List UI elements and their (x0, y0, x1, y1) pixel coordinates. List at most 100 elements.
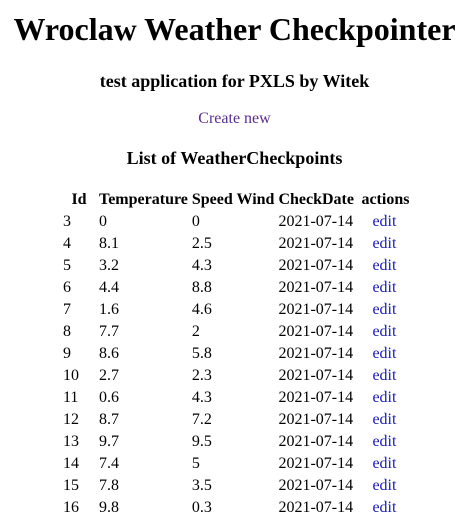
cell-id: 5 (63, 257, 71, 274)
cell-id: 6 (63, 279, 71, 296)
cell-temperature: 9.8 (99, 499, 119, 516)
table-row: 16 9.8 0.3 2021-07-14 edit (62, 497, 410, 519)
table-row: 10 2.7 2.3 2021-07-14 edit (62, 365, 410, 387)
cell-temperature: 1.6 (99, 301, 119, 318)
cell-speed-wind: 0.3 (191, 499, 212, 516)
cell-id: 13 (63, 433, 79, 450)
table-header-row: Id Temperature Speed Wind CheckDate acti… (62, 189, 410, 211)
edit-link[interactable]: edit (372, 389, 397, 406)
cell-temperature: 7.7 (99, 323, 119, 340)
cell-checkdate: 2021-07-14 (278, 411, 354, 428)
cell-id: 8 (63, 323, 71, 340)
create-new-container: Create new (0, 109, 469, 129)
edit-link[interactable]: edit (372, 455, 397, 472)
cell-id: 9 (63, 345, 71, 362)
cell-speed-wind: 8.8 (191, 279, 212, 296)
cell-temperature: 4.4 (99, 279, 119, 296)
column-header-actions: actions (361, 191, 410, 208)
edit-link[interactable]: edit (372, 477, 397, 494)
column-header-temperature: Temperature (99, 191, 188, 208)
page-subtitle: test application for PXLS by Witek (99, 71, 370, 91)
cell-actions: edit (360, 387, 410, 409)
edit-link[interactable]: edit (372, 235, 397, 252)
edit-link[interactable]: edit (372, 499, 397, 516)
cell-id: 16 (63, 499, 79, 516)
cell-actions: edit (360, 299, 410, 321)
cell-actions: edit (360, 431, 410, 453)
cell-actions: edit (360, 497, 410, 519)
cell-actions: edit (360, 255, 410, 277)
cell-speed-wind: 2.3 (191, 367, 212, 384)
cell-actions: edit (360, 277, 410, 299)
cell-checkdate: 2021-07-14 (278, 389, 354, 406)
cell-id: 4 (63, 235, 71, 252)
cell-actions: edit (360, 453, 410, 475)
cell-temperature: 8.7 (99, 411, 119, 428)
cell-id: 14 (63, 455, 79, 472)
cell-speed-wind: 4.3 (191, 389, 212, 406)
cell-checkdate: 2021-07-14 (278, 477, 354, 494)
checkpoints-table: Id Temperature Speed Wind CheckDate acti… (60, 189, 412, 519)
cell-id: 10 (63, 367, 79, 384)
edit-link[interactable]: edit (372, 367, 397, 384)
table-row: 14 7.4 5 2021-07-14 edit (62, 453, 410, 475)
page-title: Wroclaw Weather Checkpointer (13, 11, 456, 47)
cell-temperature: 8.1 (99, 235, 119, 252)
cell-checkdate: 2021-07-14 (278, 279, 354, 296)
cell-temperature: 0 (99, 213, 107, 230)
table-row: 4 8.1 2.5 2021-07-14 edit (62, 233, 410, 255)
cell-actions: edit (360, 343, 410, 365)
cell-checkdate: 2021-07-14 (278, 257, 354, 274)
cell-id: 15 (63, 477, 79, 494)
cell-speed-wind: 5 (191, 455, 200, 472)
cell-temperature: 3.2 (99, 257, 119, 274)
cell-temperature: 9.7 (99, 433, 119, 450)
cell-speed-wind: 2.5 (191, 235, 212, 252)
edit-link[interactable]: edit (372, 279, 397, 296)
cell-speed-wind: 2 (191, 323, 200, 340)
cell-speed-wind: 3.5 (191, 477, 212, 494)
cell-actions: edit (360, 365, 410, 387)
cell-id: 3 (63, 213, 71, 230)
cell-actions: edit (360, 409, 410, 431)
cell-speed-wind: 4.6 (191, 301, 212, 318)
cell-temperature: 7.8 (99, 477, 119, 494)
edit-link[interactable]: edit (372, 323, 397, 340)
cell-temperature: 7.4 (99, 455, 119, 472)
table-row: 6 4.4 8.8 2021-07-14 edit (62, 277, 410, 299)
cell-actions: edit (360, 233, 410, 255)
cell-actions: edit (360, 321, 410, 343)
edit-link[interactable]: edit (372, 411, 397, 428)
cell-temperature: 8.6 (99, 345, 119, 362)
cell-checkdate: 2021-07-14 (278, 301, 354, 318)
edit-link[interactable]: edit (372, 257, 397, 274)
cell-checkdate: 2021-07-14 (278, 345, 354, 362)
table-row: 13 9.7 9.5 2021-07-14 edit (62, 431, 410, 453)
cell-checkdate: 2021-07-14 (278, 367, 354, 384)
table-row: 11 0.6 4.3 2021-07-14 edit (62, 387, 410, 409)
edit-link[interactable]: edit (372, 213, 397, 230)
cell-temperature: 2.7 (99, 367, 119, 384)
cell-checkdate: 2021-07-14 (278, 455, 354, 472)
cell-checkdate: 2021-07-14 (278, 213, 354, 230)
table-row: 7 1.6 4.6 2021-07-14 edit (62, 299, 410, 321)
edit-link[interactable]: edit (372, 345, 397, 362)
table-row: 15 7.8 3.5 2021-07-14 edit (62, 475, 410, 497)
table-row: 9 8.6 5.8 2021-07-14 edit (62, 343, 410, 365)
column-header-speed-wind: Speed Wind (191, 191, 275, 208)
edit-link[interactable]: edit (372, 433, 397, 450)
cell-actions: edit (360, 475, 410, 497)
cell-checkdate: 2021-07-14 (278, 235, 354, 252)
cell-id: 11 (63, 389, 79, 406)
cell-speed-wind: 7.2 (191, 411, 212, 428)
table-row: 12 8.7 7.2 2021-07-14 edit (62, 409, 410, 431)
table-row: 3 0 0 2021-07-14 edit (62, 211, 410, 233)
create-new-link[interactable]: Create new (198, 110, 271, 127)
cell-checkdate: 2021-07-14 (278, 433, 354, 450)
cell-checkdate: 2021-07-14 (278, 323, 354, 340)
edit-link[interactable]: edit (372, 301, 397, 318)
table-row: 8 7.7 2 2021-07-14 edit (62, 321, 410, 343)
column-header-id: Id (71, 191, 87, 208)
cell-speed-wind: 9.5 (191, 433, 212, 450)
cell-checkdate: 2021-07-14 (278, 499, 354, 516)
